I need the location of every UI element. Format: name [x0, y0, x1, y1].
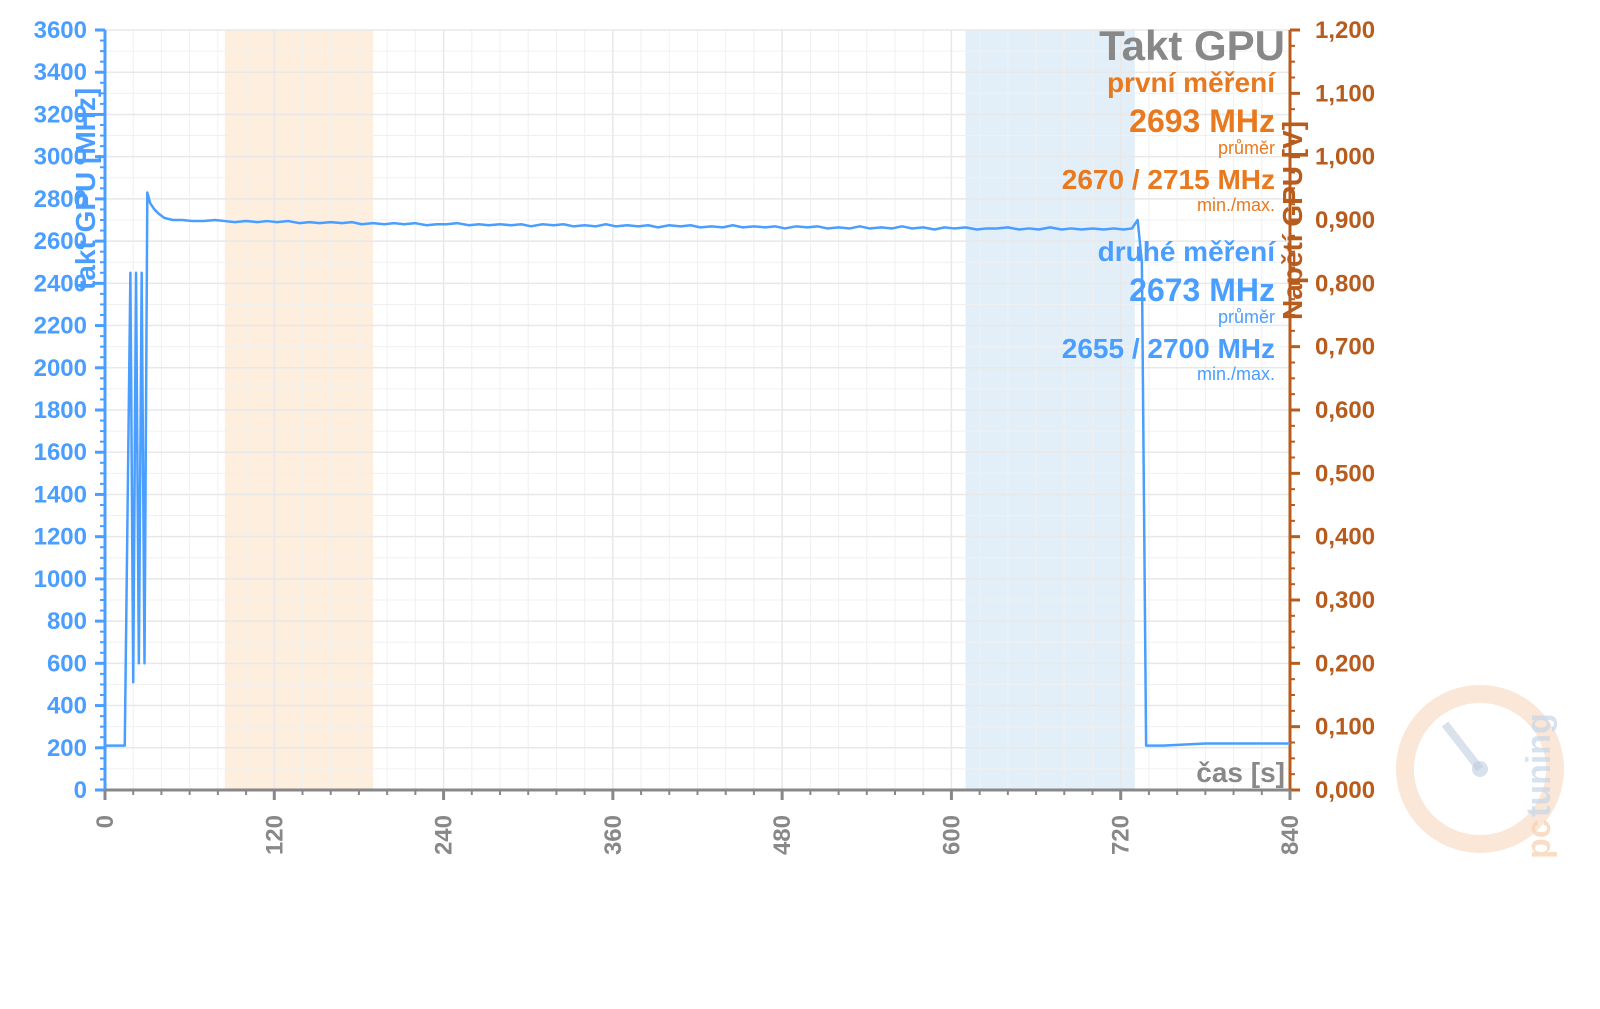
svg-text:druhé měření: druhé měření: [1098, 236, 1277, 267]
svg-text:120: 120: [261, 815, 288, 855]
svg-text:0,400: 0,400: [1315, 524, 1375, 551]
svg-text:0,200: 0,200: [1315, 650, 1375, 677]
svg-text:min./max.: min./max.: [1197, 364, 1275, 384]
svg-text:první měření: první měření: [1107, 67, 1276, 98]
svg-text:600: 600: [47, 650, 87, 677]
svg-text:2670 / 2715 MHz: 2670 / 2715 MHz: [1062, 164, 1275, 195]
svg-text:0,700: 0,700: [1315, 334, 1375, 361]
svg-text:Napětí GPU [V]: Napětí GPU [V]: [1277, 121, 1308, 320]
svg-text:600: 600: [938, 815, 965, 855]
svg-text:2200: 2200: [34, 313, 87, 340]
svg-text:0,800: 0,800: [1315, 270, 1375, 297]
svg-text:1600: 1600: [34, 439, 87, 466]
svg-text:0,100: 0,100: [1315, 714, 1375, 741]
svg-text:0: 0: [92, 815, 119, 828]
svg-text:720: 720: [1108, 815, 1135, 855]
svg-text:1,200: 1,200: [1315, 17, 1375, 44]
svg-text:1,100: 1,100: [1315, 80, 1375, 107]
svg-text:200: 200: [47, 735, 87, 762]
svg-text:průměr: průměr: [1218, 138, 1275, 158]
svg-text:min./max.: min./max.: [1197, 195, 1275, 215]
gpu-clock-chart: 0200400600800100012001400160018002000220…: [0, 0, 1600, 1009]
svg-text:1,000: 1,000: [1315, 144, 1375, 171]
svg-text:1400: 1400: [34, 481, 87, 508]
svg-text:2655 / 2700 MHz: 2655 / 2700 MHz: [1062, 333, 1275, 364]
svg-text:0: 0: [74, 777, 87, 804]
svg-text:průměr: průměr: [1218, 307, 1275, 327]
svg-text:240: 240: [431, 815, 458, 855]
svg-text:800: 800: [47, 608, 87, 635]
svg-text:2693 MHz: 2693 MHz: [1129, 103, 1275, 139]
chart-svg: 0200400600800100012001400160018002000220…: [0, 0, 1600, 1009]
svg-text:0,500: 0,500: [1315, 460, 1375, 487]
svg-text:3400: 3400: [34, 59, 87, 86]
svg-text:480: 480: [769, 815, 796, 855]
svg-text:1800: 1800: [34, 397, 87, 424]
svg-text:2673 MHz: 2673 MHz: [1129, 272, 1275, 308]
svg-text:1200: 1200: [34, 524, 87, 551]
svg-text:2000: 2000: [34, 355, 87, 382]
svg-text:840: 840: [1277, 815, 1304, 855]
svg-text:0,000: 0,000: [1315, 777, 1375, 804]
svg-text:3600: 3600: [34, 17, 87, 44]
svg-text:takt GPU [MHz]: takt GPU [MHz]: [70, 88, 101, 290]
svg-text:čas [s]: čas [s]: [1196, 757, 1285, 788]
svg-text:360: 360: [600, 815, 627, 855]
svg-text:1000: 1000: [34, 566, 87, 593]
svg-text:0,900: 0,900: [1315, 207, 1375, 234]
svg-text:0,300: 0,300: [1315, 587, 1375, 614]
svg-text:0,600: 0,600: [1315, 397, 1375, 424]
svg-text:400: 400: [47, 693, 87, 720]
svg-text:Takt GPU: Takt GPU: [1099, 22, 1285, 69]
